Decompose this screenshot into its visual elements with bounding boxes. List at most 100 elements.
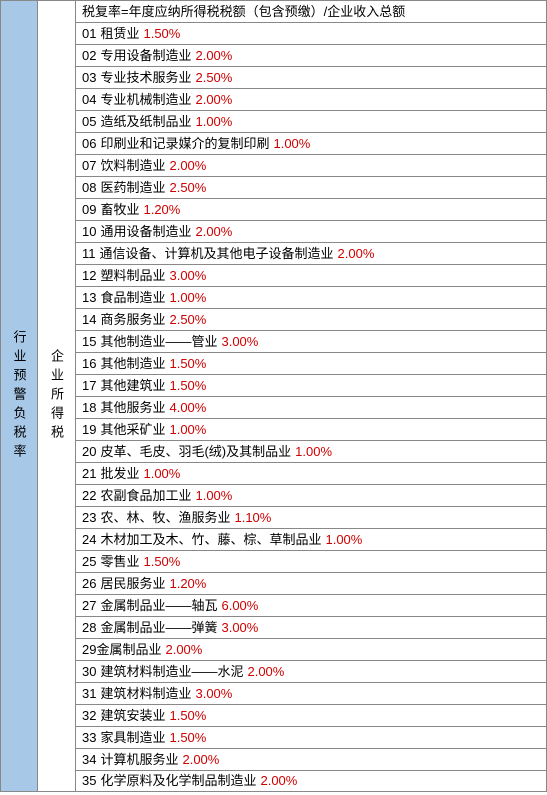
row-rate: 2.50% [195, 69, 232, 87]
row-number: 17 [82, 377, 96, 395]
row-rate: 2.50% [169, 311, 206, 329]
table-row: 24木材加工及木、竹、藤、棕、草制品业1.00% [76, 528, 547, 550]
table-row: 26居民服务业1.20% [76, 572, 547, 594]
row-label: 零售业 [100, 553, 139, 571]
row-rate: 3.00% [195, 685, 232, 703]
row-label: 造纸及纸制品业 [100, 113, 191, 131]
row-label: 批发业 [100, 465, 139, 483]
tax-rate-table: 行业预警负税率 企业所得税 税复率=年度应纳所得税税额（包含预缴）/企业收入总额… [0, 0, 547, 792]
row-label: 金属制品业——轴瓦 [100, 597, 217, 615]
row-rate: 1.50% [143, 25, 180, 43]
row-number: 34 [82, 751, 96, 769]
row-number: 31 [82, 685, 96, 703]
row-label: 化学原料及化学制品制造业 [100, 772, 256, 790]
row-number: 02 [82, 47, 96, 65]
row-number: 13 [82, 289, 96, 307]
row-number: 28 [82, 619, 96, 637]
row-label: 通用设备制造业 [100, 223, 191, 241]
row-number: 08 [82, 179, 96, 197]
row-number: 27 [82, 597, 96, 615]
table-row: 19其他采矿业1.00% [76, 418, 547, 440]
row-rate: 1.50% [169, 377, 206, 395]
row-number: 06 [82, 135, 96, 153]
row-rate: 3.00% [169, 267, 206, 285]
row-number: 21 [82, 465, 96, 483]
row-label: 金属制品业 [96, 641, 161, 659]
table-row: 09畜牧业1.20% [76, 198, 547, 220]
row-number: 01 [82, 25, 96, 43]
header-text: 税复率=年度应纳所得税税额（包含预缴）/企业收入总额 [82, 3, 405, 21]
row-rate: 2.00% [195, 91, 232, 109]
rows-container: 税复率=年度应纳所得税税额（包含预缴）/企业收入总额 01租赁业1.50%02专… [76, 0, 547, 792]
row-rate: 2.00% [260, 772, 297, 790]
row-rate: 2.00% [165, 641, 202, 659]
row-rate: 1.50% [143, 553, 180, 571]
row-number: 25 [82, 553, 96, 571]
row-label: 其他制造业——管业 [100, 333, 217, 351]
row-rate: 3.00% [221, 619, 258, 637]
table-row: 17其他建筑业1.50% [76, 374, 547, 396]
row-rate: 1.00% [195, 113, 232, 131]
table-row: 31建筑材料制造业3.00% [76, 682, 547, 704]
table-row: 13食品制造业1.00% [76, 286, 547, 308]
table-row: 22农副食品加工业1.00% [76, 484, 547, 506]
table-row: 33家具制造业1.50% [76, 726, 547, 748]
row-number: 32 [82, 707, 96, 725]
row-number: 04 [82, 91, 96, 109]
row-label: 皮革、毛皮、羽毛(绒)及其制品业 [100, 443, 291, 461]
row-label: 其他服务业 [100, 399, 165, 417]
row-label: 计算机服务业 [100, 751, 178, 769]
table-row: 27金属制品业——轴瓦6.00% [76, 594, 547, 616]
row-rate: 1.00% [169, 289, 206, 307]
row-rate: 1.00% [143, 465, 180, 483]
table-row: 29金属制品业2.00% [76, 638, 547, 660]
row-rate: 6.00% [221, 597, 258, 615]
table-row: 15其他制造业——管业3.00% [76, 330, 547, 352]
row-label: 塑料制品业 [100, 267, 165, 285]
row-number: 05 [82, 113, 96, 131]
row-number: 14 [82, 311, 96, 329]
row-rate: 1.00% [169, 421, 206, 439]
row-rate: 2.00% [182, 751, 219, 769]
table-row: 07饮料制造业2.00% [76, 154, 547, 176]
row-number: 11 [82, 245, 96, 263]
row-rate: 2.50% [169, 179, 206, 197]
table-row: 10通用设备制造业2.00% [76, 220, 547, 242]
row-rate: 4.00% [169, 399, 206, 417]
table-row: 34计算机服务业2.00% [76, 748, 547, 770]
table-row: 35化学原料及化学制品制造业2.00% [76, 770, 547, 792]
row-rate: 2.00% [247, 663, 284, 681]
row-rate: 1.10% [234, 509, 271, 527]
category-column-2: 企业所得税 [38, 0, 76, 792]
row-label: 租赁业 [100, 25, 139, 43]
row-number: 22 [82, 487, 96, 505]
row-number: 30 [82, 663, 96, 681]
row-rate: 1.50% [169, 729, 206, 747]
row-label: 农、林、牧、渔服务业 [100, 509, 230, 527]
row-rate: 1.00% [295, 443, 332, 461]
table-row: 32建筑安装业1.50% [76, 704, 547, 726]
row-label: 木材加工及木、竹、藤、棕、草制品业 [100, 531, 321, 549]
row-number: 07 [82, 157, 96, 175]
row-label: 医药制造业 [100, 179, 165, 197]
row-label: 建筑材料制造业——水泥 [100, 663, 243, 681]
table-row: 03专业技术服务业2.50% [76, 66, 547, 88]
row-number: 23 [82, 509, 96, 527]
row-rate: 2.00% [338, 245, 375, 263]
row-rate: 1.20% [143, 201, 180, 219]
row-rate: 1.00% [273, 135, 310, 153]
table-row: 04专业机械制造业2.00% [76, 88, 547, 110]
row-number: 09 [82, 201, 96, 219]
table-row: 12塑料制品业3.00% [76, 264, 547, 286]
row-rate: 1.00% [195, 487, 232, 505]
row-label: 专用设备制造业 [100, 47, 191, 65]
row-label: 家具制造业 [100, 729, 165, 747]
row-number: 26 [82, 575, 96, 593]
table-row: 11通信设备、计算机及其他电子设备制造业2.00% [76, 242, 547, 264]
row-label: 商务服务业 [100, 311, 165, 329]
row-label: 饮料制造业 [100, 157, 165, 175]
table-row: 05造纸及纸制品业1.00% [76, 110, 547, 132]
row-label: 其他建筑业 [100, 377, 165, 395]
row-number: 10 [82, 223, 96, 241]
row-label: 通信设备、计算机及其他电子设备制造业 [100, 245, 334, 263]
